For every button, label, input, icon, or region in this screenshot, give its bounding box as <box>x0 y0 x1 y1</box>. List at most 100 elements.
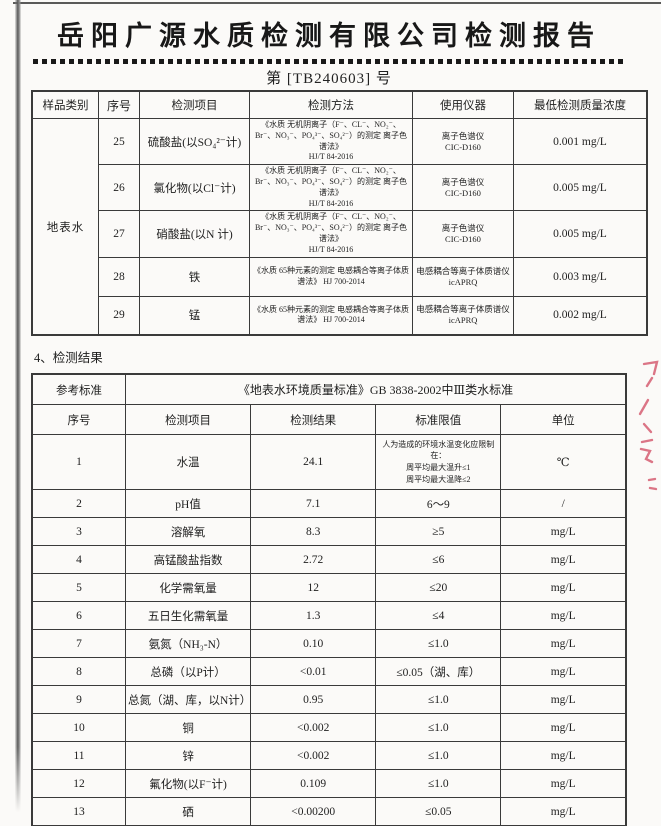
result-value: 7.1 <box>250 489 377 519</box>
result-limit: ≤0.05（湖、库） <box>375 657 502 687</box>
result-unit: mg/L <box>500 517 627 547</box>
result-item: 总磷（以P计） <box>124 657 252 687</box>
method-row-instrument: 电感耦合等离子体质谱仪 icAPRQ <box>412 256 514 297</box>
result-no: 6 <box>31 601 126 631</box>
results-row: 8 总磷（以P计） <0.01 ≤0.05（湖、库） mg/L <box>31 657 627 687</box>
result-unit: mg/L <box>500 601 627 631</box>
method-row-item: 硫酸盐(以SO₄²⁻计) <box>139 117 250 166</box>
methods-row: 地表水 25 硫酸盐(以SO₄²⁻计) 《水质 无机阴离子（F⁻、CL⁻、NO₂… <box>31 117 648 336</box>
results-row: 7 氨氮（NH₃-N） 0.10 ≤1.0 mg/L <box>31 629 627 659</box>
result-item: pH值 <box>124 489 252 519</box>
result-item: 氨氮（NH₃-N） <box>124 629 252 659</box>
method-row-item: 铁 <box>139 256 250 297</box>
section-heading: 4、检测结果 <box>34 351 103 366</box>
method-row-mdl: 0.001 mg/L <box>513 117 648 166</box>
results-row: 5 化学需氧量 12 ≤20 mg/L <box>31 573 627 603</box>
method-row-no: 25 <box>98 117 140 166</box>
result-limit: ≤1.0 <box>375 629 502 659</box>
result-no: 7 <box>31 629 126 659</box>
method-row-no: 27 <box>98 210 140 258</box>
result-unit: mg/L <box>500 713 627 743</box>
header-item: 检测项目 <box>124 404 252 436</box>
method-row-no: 29 <box>98 295 140 336</box>
result-item: 氟化物(以F⁻计) <box>124 769 252 799</box>
result-value: 2.72 <box>250 545 377 575</box>
result-limit: ≤0.05 <box>375 797 502 826</box>
result-no: 11 <box>31 741 126 771</box>
result-value: <0.01 <box>250 657 377 687</box>
result-unit: mg/L <box>500 741 627 771</box>
result-value: 0.95 <box>250 685 377 715</box>
header-sample-category: 样品类别 <box>31 90 99 119</box>
results-row: 1 水温 24.1 人为造成的环境水温变化应限制在： 周平均最大温升≤1 周平均… <box>31 434 627 491</box>
methods-row: 28 铁 《水质 65种元素的测定 电感耦合等离子体质谱法》 HJ 700-20… <box>32 256 648 297</box>
result-limit: 人为造成的环境水温变化应限制在： 周平均最大温升≤1 周平均最大温降≤2 <box>375 434 502 491</box>
result-value: 1.3 <box>250 601 377 631</box>
report-number: 第 [TB240603] 号 <box>266 71 392 87</box>
result-unit: mg/L <box>500 657 627 687</box>
method-row-item: 锰 <box>139 295 250 336</box>
result-no: 12 <box>31 769 126 799</box>
result-limit: ≤1.0 <box>375 741 502 771</box>
stamp-stroke <box>647 477 658 491</box>
header-item: 检测项目 <box>139 90 250 119</box>
method-row-mdl: 0.003 mg/L <box>513 256 648 297</box>
stamp-stroke <box>639 438 654 464</box>
method-row-item: 硝酸盐(以N 计) <box>139 210 250 258</box>
method-row-mdl: 0.005 mg/L <box>513 164 648 212</box>
method-row-no: 26 <box>98 164 140 212</box>
result-no: 10 <box>31 713 126 743</box>
result-limit: ≤1.0 <box>375 713 502 743</box>
result-item: 化学需氧量 <box>124 573 252 603</box>
header-instrument: 使用仪器 <box>412 90 514 119</box>
result-unit: mg/L <box>500 545 627 575</box>
result-unit: ℃ <box>500 434 627 491</box>
result-item: 硒 <box>124 797 252 826</box>
results-row: 12 氟化物(以F⁻计) 0.109 ≤1.0 mg/L <box>31 769 627 799</box>
result-value: 12 <box>250 573 377 603</box>
red-stamp-fragment <box>638 360 659 491</box>
methods-table: 样品类别 序号 检测项目 检测方法 使用仪器 最低检测质量浓度 地表水 25 硫… <box>31 90 648 337</box>
method-row-method: 《水质 65种元素的测定 电感耦合等离子体质谱法》 HJ 700-2014 <box>249 256 413 297</box>
result-no: 8 <box>31 657 126 687</box>
stamp-stroke <box>645 376 654 388</box>
dotted-divider <box>33 59 625 64</box>
reference-standard-row: 参考标准 《地表水环境质量标准》GB 3838-2002中Ⅲ类水标准 <box>31 373 627 406</box>
result-item: 铜 <box>124 713 252 743</box>
result-item: 高锰酸盐指数 <box>124 545 252 575</box>
method-row-no: 28 <box>98 256 140 297</box>
methods-row: 27 硝酸盐(以N 计) 《水质 无机阴离子（F⁻、CL⁻、NO₂⁻、Br⁻、N… <box>32 210 648 258</box>
result-no: 4 <box>31 545 126 575</box>
result-no: 3 <box>31 517 126 547</box>
method-row-instrument: 离子色谱仪 CIC-D160 <box>412 210 514 258</box>
result-unit: mg/L <box>500 769 627 799</box>
result-item: 水温 <box>124 434 252 491</box>
results-table: 参考标准 《地表水环境质量标准》GB 3838-2002中Ⅲ类水标准 序号 检测… <box>31 373 627 826</box>
result-no: 5 <box>31 573 126 603</box>
result-limit: ≤1.0 <box>375 685 502 715</box>
header-result: 检测结果 <box>250 404 377 436</box>
result-unit: / <box>500 489 627 519</box>
result-no: 2 <box>31 489 126 519</box>
result-limit: ≤20 <box>375 573 502 603</box>
result-item: 锌 <box>124 741 252 771</box>
result-unit: mg/L <box>500 629 627 659</box>
method-row-mdl: 0.005 mg/L <box>513 210 648 258</box>
result-limit: 6～9 <box>375 489 502 519</box>
result-limit: ≥5 <box>375 517 502 547</box>
methods-row: 29 锰 《水质 65种元素的测定 电感耦合等离子体质谱法》 HJ 700-20… <box>32 295 648 336</box>
method-row-method: 《水质 无机阴离子（F⁻、CL⁻、NO₂⁻、Br⁻、NO₃⁻、PO₄³⁻、SO₄… <box>249 117 413 166</box>
method-row-method: 《水质 65种元素的测定 电感耦合等离子体质谱法》 HJ 700-2014 <box>249 295 413 336</box>
method-row-method: 《水质 无机阴离子（F⁻、CL⁻、NO₂⁻、Br⁻、NO₃⁻、PO₄³⁻、SO₄… <box>249 210 413 258</box>
result-value: 0.10 <box>250 629 377 659</box>
results-row: 3 溶解氧 8.3 ≥5 mg/L <box>31 517 627 547</box>
methods-row: 26 氯化物(以Cl⁻计) 《水质 无机阴离子（F⁻、CL⁻、NO₂⁻、Br⁻、… <box>32 164 648 212</box>
result-unit: mg/L <box>500 685 627 715</box>
results-row: 13 硒 <0.00200 ≤0.05 mg/L <box>31 797 627 826</box>
results-header-row: 序号 检测项目 检测结果 标准限值 单位 <box>31 404 627 436</box>
method-row-method: 《水质 无机阴离子（F⁻、CL⁻、NO₂⁻、Br⁻、NO₃⁻、PO₄³⁻、SO₄… <box>249 164 413 212</box>
result-no: 9 <box>31 685 126 715</box>
result-value: <0.00200 <box>250 797 377 826</box>
result-no: 13 <box>31 797 126 826</box>
